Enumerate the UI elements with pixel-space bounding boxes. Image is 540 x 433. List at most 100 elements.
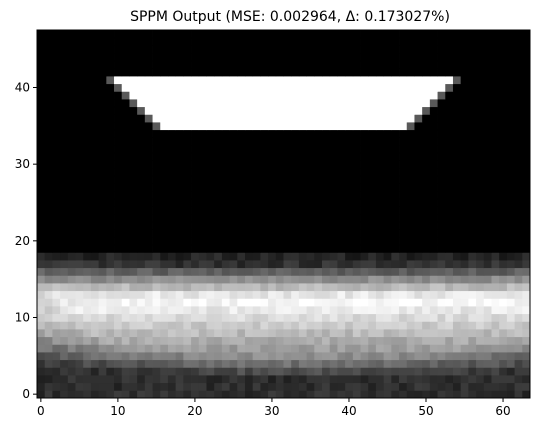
- heatmap-cell: [391, 290, 400, 299]
- heatmap-cell: [167, 106, 177, 115]
- heatmap-cell: [445, 237, 454, 246]
- heatmap-cell: [160, 137, 169, 146]
- heatmap-cell: [52, 114, 61, 123]
- heatmap-cell: [144, 99, 153, 108]
- heatmap-cell: [167, 129, 177, 138]
- heatmap-cell: [283, 214, 292, 223]
- heatmap-cell: [429, 191, 438, 200]
- heatmap-cell: [260, 336, 269, 345]
- heatmap-cell: [268, 244, 277, 253]
- heatmap-cell: [314, 214, 323, 223]
- heatmap-cell: [399, 367, 408, 376]
- heatmap-cell: [468, 306, 477, 315]
- heatmap-cell: [229, 336, 238, 345]
- heatmap-cell: [283, 37, 292, 46]
- heatmap-cell: [129, 168, 138, 177]
- heatmap-cell: [260, 237, 269, 246]
- heatmap-cell: [522, 30, 531, 39]
- heatmap-cell: [406, 283, 415, 292]
- heatmap-cell: [137, 145, 146, 154]
- heatmap-cell: [506, 321, 515, 330]
- heatmap-cell: [337, 244, 346, 253]
- heatmap-cell: [183, 214, 192, 223]
- heatmap-cell: [237, 260, 246, 269]
- heatmap-cell: [52, 53, 61, 62]
- heatmap-cell: [268, 53, 277, 62]
- heatmap-cell: [345, 306, 354, 315]
- heatmap-cell: [60, 152, 69, 161]
- heatmap-cell: [260, 198, 269, 207]
- heatmap-cell: [275, 390, 284, 399]
- heatmap-cell: [98, 390, 107, 399]
- heatmap-cell: [121, 375, 130, 384]
- heatmap-cell: [137, 367, 146, 376]
- heatmap-cell: [429, 76, 438, 85]
- heatmap-cell: [414, 367, 423, 376]
- heatmap-cell: [483, 298, 492, 307]
- heatmap-cell: [244, 252, 254, 261]
- heatmap-cell: [375, 114, 385, 123]
- heatmap-cell: [90, 137, 100, 146]
- heatmap-cell: [399, 30, 408, 39]
- heatmap-cell: [252, 275, 261, 284]
- heatmap-cell: [460, 76, 469, 85]
- heatmap-cell: [460, 336, 469, 345]
- heatmap-cell: [221, 175, 230, 184]
- heatmap-cell: [437, 382, 446, 391]
- heatmap-cell: [44, 237, 53, 246]
- heatmap-cell: [375, 168, 385, 177]
- heatmap-cell: [98, 137, 107, 146]
- heatmap-cell: [75, 91, 84, 100]
- heatmap-cell: [37, 375, 46, 384]
- heatmap-cell: [399, 382, 408, 391]
- heatmap-cell: [506, 145, 515, 154]
- heatmap-cell: [206, 37, 215, 46]
- heatmap-cell: [160, 129, 169, 138]
- heatmap-cell: [244, 114, 254, 123]
- heatmap-cells: [37, 30, 531, 399]
- heatmap-cell: [98, 45, 107, 54]
- heatmap-cell: [368, 283, 377, 292]
- heatmap-cell: [160, 106, 169, 115]
- heatmap-cell: [322, 137, 331, 146]
- heatmap-cell: [514, 283, 523, 292]
- heatmap-cell: [229, 191, 238, 200]
- heatmap-cell: [268, 168, 277, 177]
- heatmap-cell: [406, 275, 415, 284]
- heatmap-cell: [183, 390, 192, 399]
- heatmap-cell: [499, 37, 508, 46]
- heatmap-cell: [67, 206, 76, 215]
- heatmap-cell: [244, 359, 254, 368]
- heatmap-cell: [322, 129, 331, 138]
- heatmap-cell: [137, 375, 146, 384]
- heatmap-cell: [283, 45, 292, 54]
- heatmap-cell: [337, 275, 346, 284]
- heatmap-cell: [445, 68, 454, 77]
- heatmap-cell: [491, 221, 500, 230]
- heatmap-cell: [476, 359, 485, 368]
- heatmap-cell: [260, 191, 269, 200]
- heatmap-cell: [306, 206, 315, 215]
- heatmap-cell: [229, 313, 238, 322]
- heatmap-cell: [437, 183, 446, 192]
- heatmap-cell: [352, 375, 361, 384]
- heatmap-cell: [191, 252, 200, 261]
- heatmap-cell: [98, 53, 107, 62]
- heatmap-cell: [283, 267, 292, 276]
- heatmap-cell: [229, 344, 238, 353]
- heatmap-cell: [306, 298, 315, 307]
- heatmap-cell: [90, 298, 100, 307]
- heatmap-cell: [83, 375, 92, 384]
- heatmap-cell: [221, 99, 230, 108]
- heatmap-cell: [452, 91, 462, 100]
- heatmap-cell: [175, 267, 184, 276]
- heatmap-cell: [499, 76, 508, 85]
- heatmap-cell: [483, 244, 492, 253]
- heatmap-cell: [183, 114, 192, 123]
- heatmap-cell: [37, 275, 46, 284]
- heatmap-cell: [429, 83, 438, 92]
- heatmap-cell: [499, 329, 508, 338]
- heatmap-cell: [375, 229, 385, 238]
- heatmap-cell: [175, 114, 184, 123]
- heatmap-cell: [214, 275, 223, 284]
